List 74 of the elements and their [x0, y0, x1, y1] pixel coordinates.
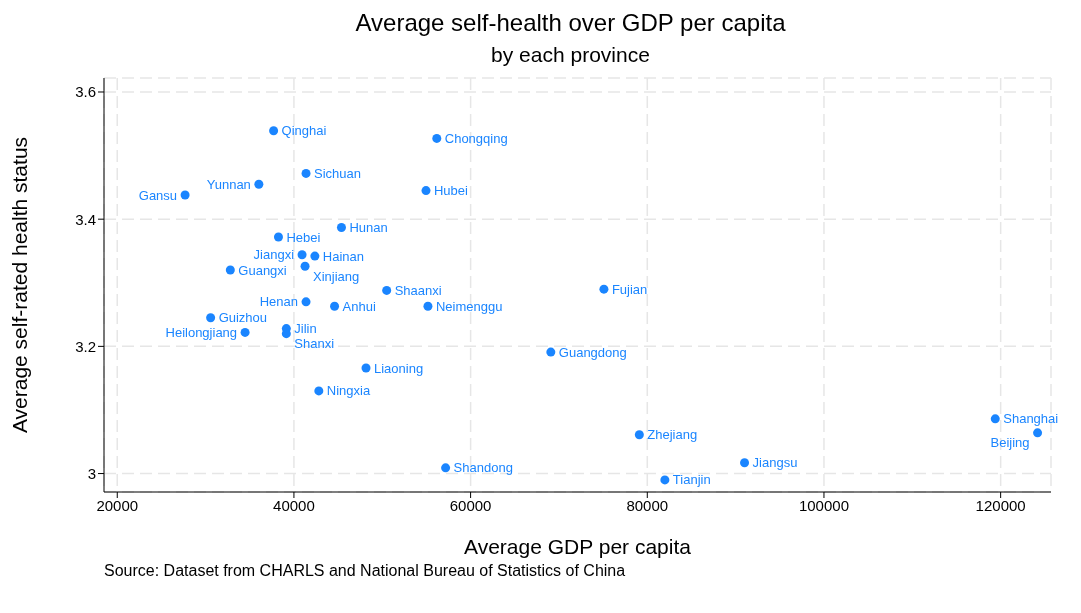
- point: [301, 168, 311, 178]
- point: [330, 301, 340, 311]
- point: [269, 126, 279, 136]
- point: [546, 347, 556, 357]
- annotation: Jiangsu: [752, 455, 798, 471]
- point: [432, 133, 442, 143]
- annotation: Anhui: [342, 298, 376, 314]
- point: [297, 250, 307, 260]
- annotation: Guangdong: [558, 344, 627, 360]
- annotation: Jilin: [294, 321, 317, 337]
- point: [180, 190, 190, 200]
- annotation: Liaoning: [374, 360, 424, 376]
- point: [660, 475, 670, 485]
- point: [314, 386, 324, 396]
- annotation: Shanxi: [294, 336, 335, 352]
- annotation: Heilongjiang: [165, 324, 238, 340]
- y-tick-label: 3.6: [75, 83, 96, 101]
- point: [225, 265, 235, 275]
- point: [421, 186, 431, 196]
- point: [382, 285, 392, 295]
- annotation: Fujian: [611, 281, 648, 297]
- y-tick-label: 3.2: [75, 337, 96, 355]
- annotation: Xinjiang: [313, 268, 360, 284]
- point: [990, 414, 1000, 424]
- annotation: Henan: [259, 294, 299, 310]
- y-axis-title: Average self-rated health status: [8, 136, 32, 434]
- annotation: Qinghai: [281, 123, 327, 139]
- chart-title: Average self-health over GDP per capita: [354, 8, 787, 38]
- annotation: Ningxia: [326, 383, 371, 399]
- annotation: Guangxi: [238, 262, 287, 278]
- x-tick-label: 60000: [449, 496, 492, 514]
- annotation: Gansu: [138, 187, 178, 203]
- x-tick-label: 100000: [798, 496, 849, 514]
- annotation: Hunan: [349, 220, 388, 235]
- point: [281, 329, 291, 339]
- annotation: Zhejiang: [647, 427, 698, 443]
- annotation: Beijing: [990, 435, 1030, 451]
- point: [441, 463, 451, 473]
- annotation: Sichuan: [314, 165, 362, 181]
- x-tick-label: 120000: [975, 496, 1026, 514]
- point: [206, 313, 216, 323]
- x-tick-label: 80000: [626, 496, 669, 514]
- annotation: Shaanxi: [394, 282, 442, 298]
- point: [273, 232, 283, 242]
- point: [301, 297, 311, 307]
- point: [310, 251, 320, 261]
- annotation: Yunnan: [206, 176, 251, 192]
- point: [361, 363, 371, 373]
- point: [336, 222, 346, 232]
- annotation: Neimenggu: [435, 298, 503, 314]
- annotation: Hubei: [434, 183, 469, 199]
- annotation: Jiangxi: [253, 247, 295, 263]
- y-tick-label: 3: [87, 464, 96, 482]
- point: [634, 430, 644, 440]
- annotation: Chongqing: [444, 130, 508, 146]
- annotation: Tianjin: [672, 472, 711, 488]
- point: [740, 458, 750, 468]
- x-axis-title: Average GDP per capita: [464, 535, 692, 558]
- point: [254, 179, 264, 189]
- point: [300, 261, 310, 271]
- source-note: Source: Dataset from CHARLS and National Bureau of Statistics of China: [104, 562, 627, 580]
- annotation: Shandong: [453, 460, 513, 476]
- annotation: Hainan: [322, 248, 365, 264]
- x-tick-label: 40000: [273, 496, 315, 514]
- annotation: Guizhou: [218, 310, 268, 326]
- annotation: Hebei: [286, 229, 321, 245]
- point: [599, 284, 609, 294]
- y-tick-label: 3.4: [75, 210, 96, 228]
- point: [423, 301, 433, 311]
- point: [240, 327, 250, 337]
- x-tick-label: 20000: [96, 496, 139, 514]
- point: [1033, 428, 1043, 438]
- chart-subtitle: by each province: [490, 42, 651, 68]
- annotation: Shanghai: [1003, 411, 1059, 427]
